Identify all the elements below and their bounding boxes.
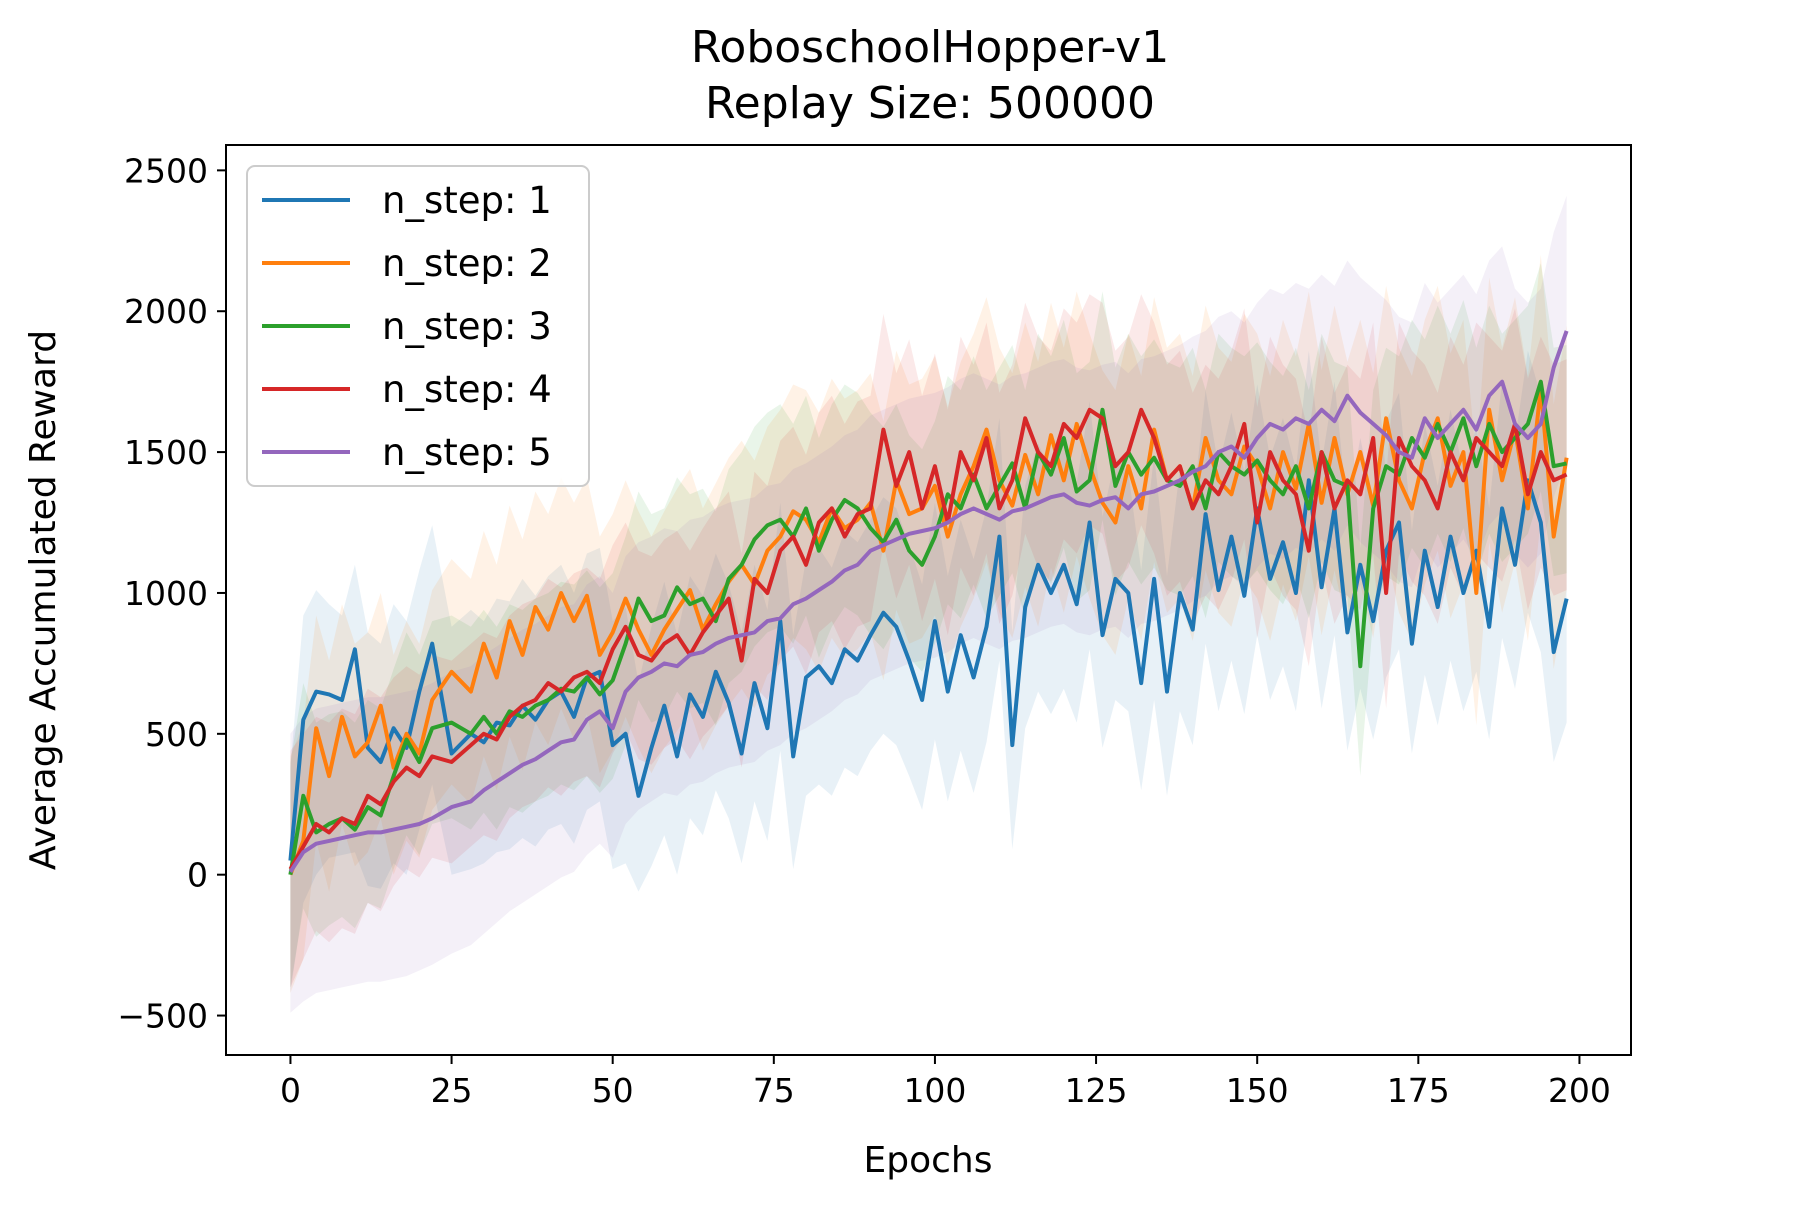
- x-tick-label: 100: [903, 1071, 966, 1110]
- legend-label-1: n_step: 1: [382, 179, 552, 222]
- chart-subtitle: Replay Size: 500000: [705, 78, 1155, 129]
- x-tick-label: 25: [431, 1071, 473, 1110]
- legend: n_step: 1 n_step: 2 n_step: 3 n_step: 4 n_st…: [247, 166, 589, 486]
- x-axis-label: Epochs: [864, 1140, 993, 1181]
- y-tick-label: 0: [187, 856, 208, 895]
- legend-label-3: n_step: 3: [382, 305, 552, 348]
- x-tick-label: 175: [1387, 1071, 1450, 1110]
- y-tick-label: 2000: [124, 292, 208, 331]
- x-tick-label: 50: [592, 1071, 634, 1110]
- y-tick-label: 2500: [124, 151, 208, 190]
- legend-label-5: n_step: 5: [382, 431, 552, 474]
- y-tick-label: 1500: [124, 433, 208, 472]
- x-tick-label: 0: [280, 1071, 301, 1110]
- y-tick-label: 500: [145, 715, 208, 754]
- x-tick-label: 150: [1226, 1071, 1289, 1110]
- x-tick-label: 125: [1065, 1071, 1128, 1110]
- x-tick-label: 200: [1548, 1071, 1611, 1110]
- y-axis-label: Average Accumulated Reward: [23, 330, 64, 870]
- x-tick-label: 75: [753, 1071, 795, 1110]
- chart-title: RoboschoolHopper-v1: [691, 22, 1169, 73]
- legend-label-2: n_step: 2: [382, 242, 552, 285]
- y-tick-label: −500: [117, 997, 208, 1036]
- legend-label-4: n_step: 4: [382, 368, 552, 411]
- y-tick-label: 1000: [124, 574, 208, 613]
